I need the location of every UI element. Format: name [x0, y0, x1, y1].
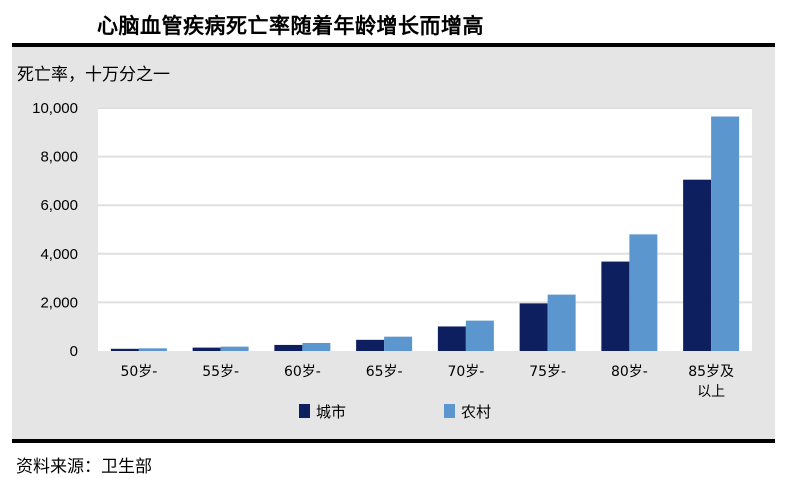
bar-rural [138, 348, 167, 351]
top-rule [12, 43, 775, 47]
bottom-rule [12, 439, 775, 443]
y-tick-label: 8,000 [40, 149, 78, 166]
bar-rural [220, 346, 249, 351]
bar-rural [384, 336, 413, 351]
legend-label: 农村 [461, 403, 491, 421]
y-tick-label: 4,000 [40, 246, 78, 263]
x-tick-label: 65岁- [366, 364, 403, 380]
bar-rural [302, 342, 331, 351]
y-tick-label: 0 [70, 343, 78, 360]
x-tick-label: 75岁- [529, 364, 566, 380]
y-tick-label: 6,000 [40, 197, 78, 214]
x-tick-label: 50岁- [120, 364, 157, 380]
bar-urban [519, 303, 548, 351]
y-tick-label: 2,000 [40, 294, 78, 311]
bar-rural [465, 320, 494, 351]
bar-urban [437, 326, 466, 351]
bar-urban [192, 347, 221, 351]
x-tick-label: 以上 [697, 384, 725, 400]
bar-urban [683, 179, 712, 351]
bar-urban [601, 261, 630, 351]
bar-urban [274, 344, 303, 351]
source-note: 资料来源：卫生部 [16, 457, 152, 477]
x-tick-label: 70岁- [447, 364, 484, 380]
x-tick-label: 60岁- [284, 364, 321, 380]
bar-rural [629, 234, 658, 351]
legend-swatch-urban [299, 404, 310, 418]
y-tick-label: 10,000 [32, 100, 78, 117]
bar-rural [547, 294, 576, 351]
x-tick-label: 55岁- [202, 364, 239, 380]
x-tick-label: 85岁及 [688, 364, 734, 380]
legend-label: 城市 [316, 403, 346, 421]
bar-rural [711, 116, 740, 351]
chart-title: 心脑血管疾病死亡率随着年龄增长而增高 [97, 14, 484, 38]
y-axis-label: 死亡率，十万分之一 [17, 65, 170, 85]
bar-urban [356, 339, 385, 351]
x-tick-label: 80岁- [611, 364, 648, 380]
legend-swatch-rural [444, 404, 455, 418]
bar-urban [110, 348, 139, 351]
